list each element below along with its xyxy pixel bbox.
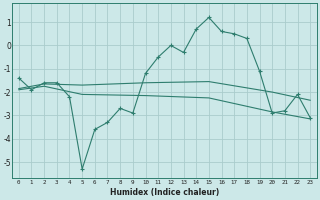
X-axis label: Humidex (Indice chaleur): Humidex (Indice chaleur): [110, 188, 219, 197]
